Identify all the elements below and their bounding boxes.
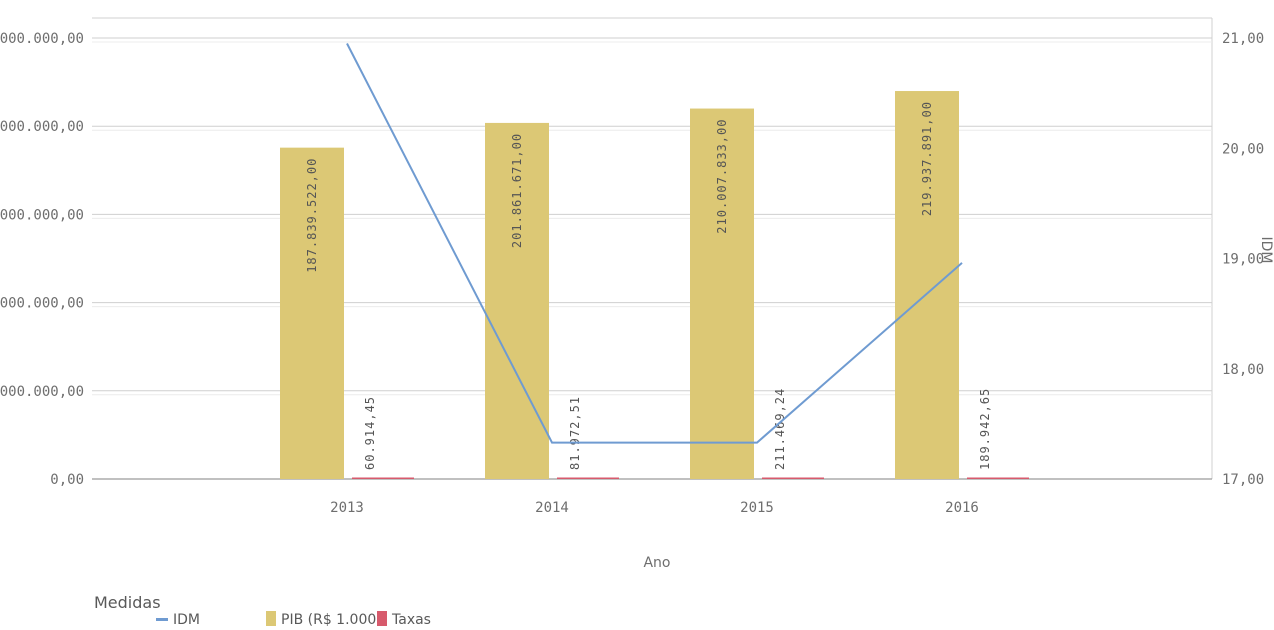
legend-swatch-idm [156, 618, 168, 621]
x-axis-title: Ano [643, 555, 670, 571]
x-tick-label: 2014 [535, 500, 569, 516]
y-tick-label: 150.000.000,00 [0, 207, 84, 223]
x-tick-label: 2015 [740, 500, 774, 516]
bar-taxas [557, 477, 619, 479]
x-tick-label: 2013 [330, 500, 364, 516]
y2-axis-title: IDM [1258, 237, 1274, 264]
legend-label-pib: PIB (R$ 1.000) [281, 612, 382, 628]
x-tick-label: 2016 [945, 500, 979, 516]
y-tick-label: 0,00 [50, 472, 84, 488]
data-label-taxas: 211.469,24 [773, 388, 787, 470]
bar-pib [485, 122, 549, 479]
legend-swatch-taxas [377, 611, 387, 626]
bar-pib [280, 147, 344, 480]
y-tick-label: 250.000.000,00 [0, 31, 84, 47]
legend-label-taxas: Taxas [391, 612, 431, 628]
bar-taxas [352, 477, 414, 479]
bar-pib [895, 91, 959, 479]
y2-tick-label: 17,00 [1222, 472, 1264, 488]
y-tick-label: 200.000.000,00 [0, 119, 84, 135]
y2-tick-label: 19,00 [1222, 252, 1264, 268]
y-tick-label: 100.000.000,00 [0, 296, 84, 312]
legend-label-idm: IDM [173, 612, 200, 628]
y-tick-label: 50.000.000,00 [0, 384, 84, 400]
data-label-pib: 187.839.522,00 [305, 158, 319, 273]
y2-tick-label: 18,00 [1222, 362, 1264, 378]
legend-swatch-pib [266, 611, 276, 626]
data-label-pib: 210.007.833,00 [715, 119, 729, 234]
data-label-pib: 219.937.891,00 [920, 101, 934, 216]
data-label-taxas: 81.972,51 [568, 396, 582, 470]
line-idm [346, 43, 963, 444]
legend-title: Medidas [94, 593, 161, 612]
data-label-pib: 201.861.671,00 [510, 133, 524, 248]
bar-taxas [762, 477, 824, 479]
y2-tick-label: 21,00 [1222, 31, 1264, 47]
data-label-taxas: 60.914,45 [363, 396, 377, 470]
data-label-taxas: 189.942,65 [978, 388, 992, 470]
y2-tick-label: 20,00 [1222, 141, 1264, 157]
bar-taxas [967, 477, 1029, 479]
bar-pib [690, 108, 754, 480]
